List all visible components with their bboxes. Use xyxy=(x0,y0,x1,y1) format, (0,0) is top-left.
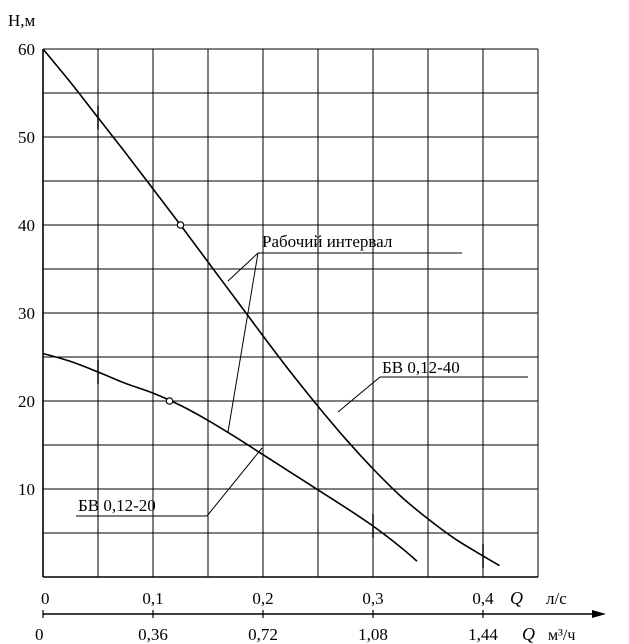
x-unit-primary: л/с xyxy=(546,589,567,608)
leader-bv-012-40 xyxy=(337,376,381,413)
leader-operating-interval-upper xyxy=(227,252,259,282)
grid xyxy=(43,48,539,577)
x-secondary-tick-label: 1,44 xyxy=(468,625,498,644)
y-tick-label: 20 xyxy=(18,392,35,411)
series-line-0-12-20 xyxy=(42,352,418,562)
x-tick-label: 0,4 xyxy=(472,589,494,608)
x-axis-secondary-arrow xyxy=(592,610,606,618)
x-symbol-primary: Q xyxy=(510,588,523,608)
y-tick-label: 50 xyxy=(18,128,35,147)
leader-operating-interval-lower xyxy=(227,252,259,433)
y-tick-label: 10 xyxy=(18,480,35,499)
x-tick-label: 0,1 xyxy=(142,589,163,608)
x-tick-label: 0,3 xyxy=(362,589,383,608)
x-tick-label: 0,2 xyxy=(252,589,273,608)
leader-bv-012-20 xyxy=(206,447,263,517)
x-unit-secondary: м³/ч xyxy=(548,627,575,644)
x-secondary-tick-label: 0,36 xyxy=(138,625,168,644)
x-secondary-tick-label: 1,08 xyxy=(358,625,388,644)
x-tick-label: 0 xyxy=(41,589,50,608)
x-symbol-secondary: Q xyxy=(522,624,535,644)
annotation-operating-interval: Рабочий интервал xyxy=(262,232,393,251)
x-secondary-tick-label: 0,72 xyxy=(248,625,278,644)
y-axis-label: H,м xyxy=(8,11,36,30)
y-tick-label: 60 xyxy=(18,40,35,59)
labels: H,м Q л/с Q м³/ч Рабочий интервал БВ 0,1… xyxy=(8,11,575,644)
axes xyxy=(42,49,606,618)
series-line-0-12-40 xyxy=(42,48,500,567)
nominal-point-marker xyxy=(176,221,185,229)
curves xyxy=(42,48,528,568)
y-tick-label: 30 xyxy=(18,304,35,323)
nominal-point-marker xyxy=(165,397,174,405)
y-tick-label: 40 xyxy=(18,216,35,235)
annotation-bv-012-20: БВ 0,12-20 xyxy=(78,496,156,515)
x-secondary-tick-label: 0 xyxy=(35,625,44,644)
annotation-bv-012-40: БВ 0,12-40 xyxy=(382,358,460,377)
